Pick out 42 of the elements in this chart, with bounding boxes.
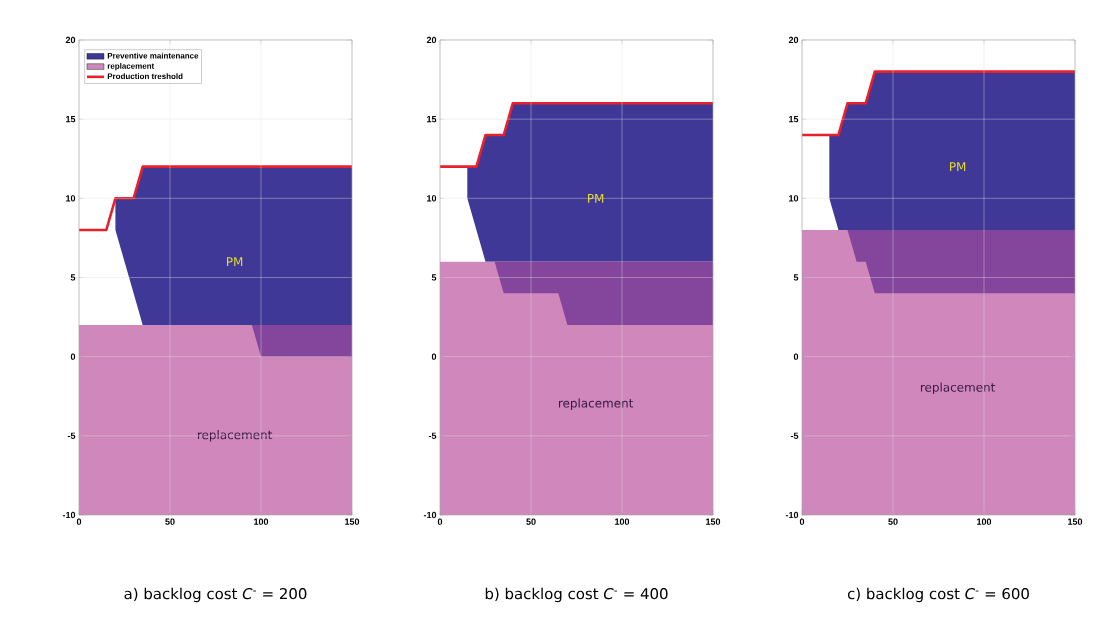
y-tick-label: 10 xyxy=(66,195,76,202)
y-tick-label: 15 xyxy=(427,116,437,123)
y-tick-label: -10 xyxy=(62,511,76,519)
y-tick-label: 5 xyxy=(793,274,799,281)
annotation: PM xyxy=(950,162,966,172)
x-tick-label: 50 xyxy=(888,518,898,525)
y-tick-label: 5 xyxy=(70,274,76,281)
annotation: replacement xyxy=(558,398,634,410)
x-tick-label: 0 xyxy=(437,518,443,525)
x-tick-label: 50 xyxy=(526,518,536,525)
y-tick-label: -5 xyxy=(67,432,76,439)
y-tick-label: -5 xyxy=(790,432,799,439)
x-tick-label: 0 xyxy=(76,518,82,525)
x-tick-label: 50 xyxy=(165,518,175,525)
x-tick-label: 150 xyxy=(1068,518,1083,525)
x-axis-title: a) backlog cost C$^{-}$ = 200 xyxy=(124,587,307,603)
y-tick-label: 0 xyxy=(70,353,76,360)
x-tick-label: 0 xyxy=(799,518,805,525)
y-tick-label: 10 xyxy=(427,195,437,202)
y-tick-label: -10 xyxy=(785,511,799,519)
y-tick-label: 15 xyxy=(66,116,76,123)
y-tick-label: 15 xyxy=(789,116,799,123)
x-axis-title: c) backlog cost C$^{-}$ = 600 xyxy=(847,587,1029,603)
y-tick-label: 5 xyxy=(431,274,437,281)
y-tick-label: 0 xyxy=(793,353,799,360)
x-axis-title: b) backlog cost C$^{-}$ = 400 xyxy=(485,587,668,603)
annotation: replacement xyxy=(197,430,273,442)
annotation: PM xyxy=(227,257,243,267)
annotation: PM xyxy=(588,193,604,203)
y-tick-label: -5 xyxy=(428,432,437,439)
y-tick-label: 20 xyxy=(788,36,799,44)
y-tick-label: 20 xyxy=(426,36,437,44)
y-tick-label: -10 xyxy=(423,511,437,519)
x-tick-label: 100 xyxy=(254,518,269,525)
annotation: replacement xyxy=(920,382,996,395)
y-tick-label: 20 xyxy=(65,36,76,44)
y-tick-label: 10 xyxy=(789,195,799,202)
x-tick-label: 100 xyxy=(977,518,992,525)
x-tick-label: 150 xyxy=(706,518,721,525)
x-tick-label: 150 xyxy=(345,518,360,525)
y-tick-label: 0 xyxy=(431,353,437,360)
x-tick-label: 100 xyxy=(615,518,630,525)
